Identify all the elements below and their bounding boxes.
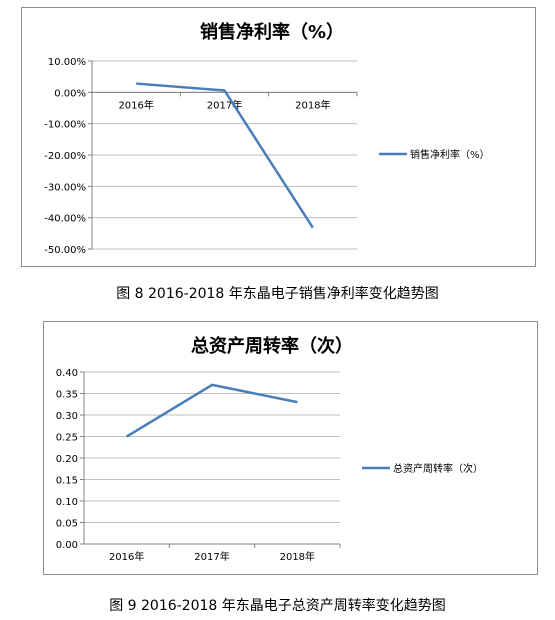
y-tick-label: 0.30 [56, 411, 78, 422]
chart-title: 总资产周转率（次） [191, 335, 353, 357]
x-tick-label: 2017年 [207, 98, 242, 111]
figure-9-caption: 图 9 2016-2018 年东晶电子总资产周转率变化趋势图 [109, 598, 446, 614]
legend-label: 销售净利率（%） [410, 148, 490, 161]
asset-turnover-chart: 总资产周转率（次） 0.40 0.35 0.30 0.25 0.20 0.15 0.10 0.0… [43, 321, 538, 575]
y-tick-label: 10.00% [48, 57, 86, 68]
y-tick-label: 0.10 [56, 497, 78, 508]
x-tick-label: 2016年 [118, 98, 153, 111]
y-tick-label: -30.00% [44, 182, 86, 193]
figure-8-caption: 图 8 2016-2018 年东晶电子销售净利率变化趋势图 [116, 286, 439, 302]
y-tick-label: 0.25 [56, 433, 78, 444]
y-tick-label: -10.00% [44, 120, 86, 131]
y-tick-label: 0.20 [56, 454, 78, 465]
x-tick-label: 2016年 [109, 550, 144, 563]
y-tick-label: 0.15 [56, 476, 78, 487]
y-tick-label: -40.00% [44, 214, 86, 225]
asset-turnover-chart-svg: 总资产周转率（次） 0.40 0.35 0.30 0.25 0.20 0.15 0.10 0.0… [56, 335, 483, 563]
y-tick-label: 0.40 [56, 368, 78, 379]
legend-label: 总资产周转率（次） [393, 462, 483, 475]
x-tick-label: 2018年 [295, 98, 330, 111]
y-tick-label: 0.35 [56, 390, 78, 401]
x-tick-label: 2017年 [194, 550, 229, 563]
y-tick-label: 0.00 [56, 540, 78, 551]
y-tick-label: -20.00% [44, 151, 86, 162]
y-tick-label: 0.05 [56, 519, 78, 530]
series-line [126, 383, 298, 438]
net-profit-margin-chart-svg: 销售净利率（%） 10.00% 0.00% -10.00% -20.00% -30.00%… [44, 21, 490, 256]
y-tick-label: -50.00% [44, 245, 86, 256]
y-tick-label: 0.00% [54, 88, 86, 99]
chart-title: 销售净利率（%） [200, 21, 344, 43]
net-profit-margin-chart: 销售净利率（%） 10.00% 0.00% -10.00% -20.00% -30.00%… [21, 7, 536, 267]
x-tick-label: 2018年 [280, 550, 315, 563]
